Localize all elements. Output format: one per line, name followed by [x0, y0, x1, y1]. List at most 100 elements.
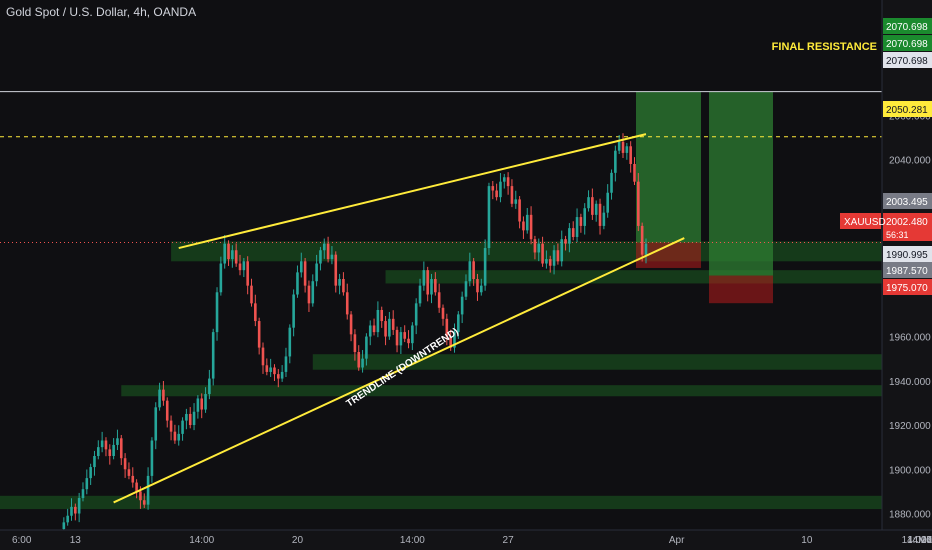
candle-body: [261, 347, 265, 366]
candle: [403, 325, 406, 343]
candle-body: [518, 199, 521, 222]
candle-body: [196, 398, 200, 412]
candle: [560, 230, 564, 267]
candle: [303, 257, 307, 293]
candle-body: [234, 250, 238, 264]
y-tick-label: 1900.000: [889, 465, 931, 476]
x-tick-label: 13: [70, 535, 82, 546]
candle-body: [296, 272, 299, 295]
candle-body: [426, 270, 429, 295]
candle-body: [411, 325, 414, 344]
candle: [533, 235, 537, 260]
x-tick-label: 20: [292, 535, 304, 546]
candle-body: [533, 239, 537, 253]
candle: [85, 469, 89, 495]
candle: [322, 238, 326, 259]
time-axis: [0, 530, 932, 550]
candle: [499, 173, 502, 203]
x-tick-label: 27: [503, 535, 515, 546]
candle: [637, 173, 640, 232]
candle: [621, 133, 625, 159]
candle-body: [483, 248, 487, 286]
price-tag-bg: [883, 262, 932, 278]
candle: [380, 306, 384, 328]
candle-body: [307, 285, 311, 304]
candle-body: [598, 203, 602, 226]
symbol-title: Gold Spot / U.S. Dollar, 4h, OANDA: [6, 5, 197, 19]
countdown-bg: [883, 229, 932, 241]
candle-body: [250, 285, 253, 304]
candle: [445, 313, 449, 346]
candle: [376, 301, 380, 338]
price-tag-bg: [883, 101, 932, 117]
y-tick-label: 1920.000: [889, 421, 931, 432]
candle: [112, 438, 115, 460]
candle: [598, 198, 602, 235]
candle-body: [66, 515, 69, 523]
candle: [104, 437, 108, 457]
candle: [211, 328, 215, 386]
position-target-zone-1: [709, 91, 773, 276]
candle: [441, 304, 445, 326]
candle-body: [399, 332, 403, 346]
candle-body: [564, 239, 567, 244]
price-tag-bg: [883, 193, 932, 209]
candle-body: [127, 469, 131, 476]
candle: [200, 393, 204, 419]
candle: [119, 434, 123, 466]
x-tick-label: 14:00: [902, 535, 927, 546]
price-tag: 2050.281: [886, 105, 928, 116]
candle: [640, 222, 644, 262]
candle-body: [625, 146, 629, 153]
candle-body: [265, 365, 269, 372]
candle-body: [273, 367, 276, 375]
candle: [77, 492, 81, 523]
candle: [257, 317, 261, 355]
candle-body: [93, 455, 96, 468]
candle-body: [108, 449, 112, 456]
candle-body: [181, 420, 184, 434]
candle: [250, 278, 253, 307]
candle: [506, 172, 510, 195]
candle: [395, 326, 399, 353]
candle: [361, 350, 364, 373]
candle: [192, 403, 196, 431]
candle-body: [548, 259, 552, 266]
candle: [219, 256, 223, 296]
candle: [510, 179, 514, 208]
candle-body: [637, 181, 640, 226]
candle: [430, 273, 433, 304]
candle-body: [85, 478, 89, 490]
candle: [368, 320, 372, 346]
candle-body: [257, 321, 261, 348]
candle: [575, 208, 579, 243]
y-tick-label: 1940.000: [889, 377, 931, 388]
candle-body: [594, 203, 598, 215]
candle: [338, 273, 341, 295]
candle: [158, 382, 161, 411]
candle-body: [560, 239, 564, 262]
candle: [269, 358, 272, 378]
candle-body: [621, 141, 625, 153]
candle: [388, 311, 391, 340]
candle: [426, 266, 429, 302]
candle-body: [123, 458, 127, 470]
price-tag: 1987.570: [886, 266, 928, 277]
candle-body: [303, 261, 307, 286]
candle-body: [242, 261, 246, 271]
candle-body: [135, 482, 138, 492]
candle: [319, 246, 322, 271]
price-tag-bg: [883, 35, 932, 51]
price-tag-bg: [883, 279, 932, 295]
candle-body: [246, 261, 249, 286]
price-tag-bg: [883, 246, 932, 262]
candle-body: [284, 356, 288, 372]
candle-body: [579, 217, 583, 226]
candle: [418, 278, 422, 307]
candle-body: [614, 150, 617, 173]
candle-body: [345, 292, 349, 315]
candle-body: [472, 261, 475, 280]
candle-body: [219, 263, 223, 293]
candle: [365, 333, 368, 366]
